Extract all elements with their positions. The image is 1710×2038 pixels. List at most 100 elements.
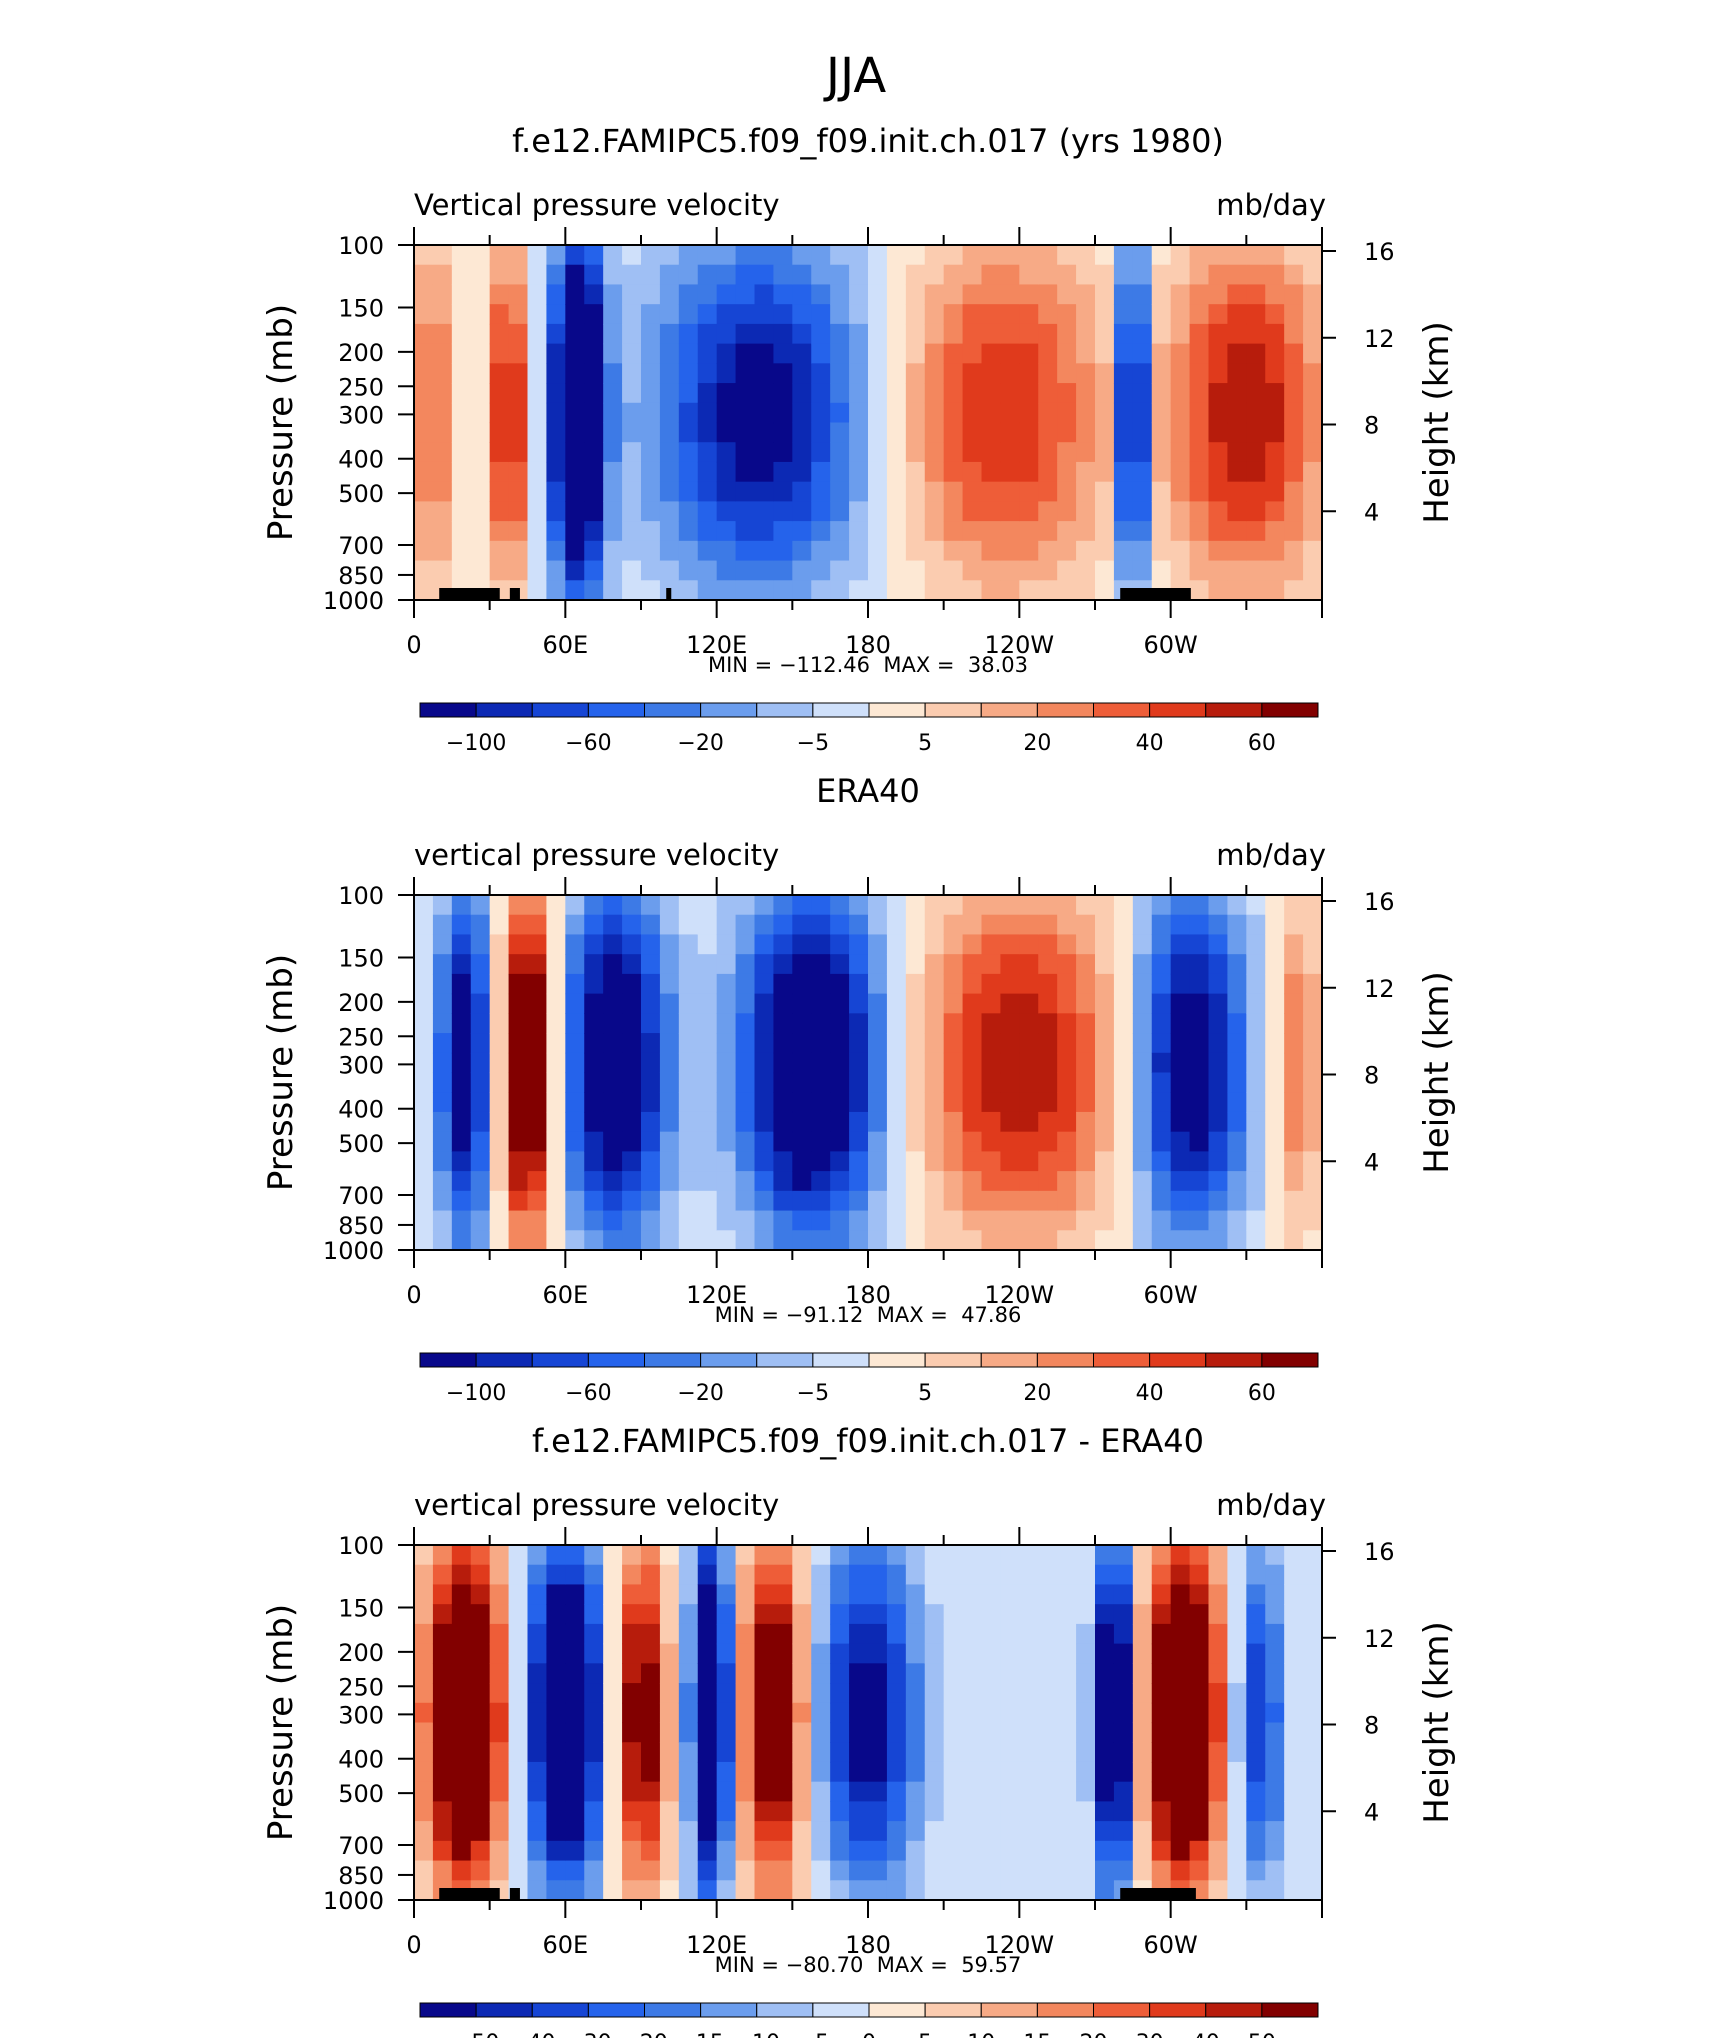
heatmap-cell	[1000, 1151, 1020, 1172]
heatmap-cell	[1057, 580, 1077, 601]
heatmap-cell	[1019, 422, 1039, 443]
heatmap-cell	[527, 1190, 548, 1212]
heatmap-cell	[641, 1230, 661, 1251]
heatmap-cell	[981, 1643, 1002, 1664]
heatmap-cell	[1284, 1801, 1304, 1822]
heatmap-cell	[1019, 245, 1039, 266]
heatmap-cell	[981, 323, 1002, 345]
heatmap-cell	[962, 521, 983, 542]
heatmap-cell	[811, 580, 831, 601]
heatmap-cell	[1132, 461, 1153, 483]
heatmap-cell	[716, 1545, 737, 1566]
heatmap-cell	[451, 1033, 472, 1054]
heatmap-cell	[811, 1171, 831, 1192]
heatmap-cell	[1095, 1643, 1115, 1664]
heatmap-cell	[868, 461, 888, 483]
land-mask	[484, 1888, 500, 1900]
colorbar-swatch	[1149, 1352, 1207, 1368]
heatmap-cell	[641, 284, 661, 305]
heatmap-cell	[716, 343, 737, 364]
heatmap-cell	[716, 1131, 737, 1152]
heatmap-cell	[527, 363, 548, 384]
heatmap-cell	[1076, 1564, 1096, 1586]
right-tick-label: 12	[1364, 1625, 1395, 1653]
heatmap-cell	[508, 560, 529, 581]
heatmap-cell	[905, 1131, 926, 1152]
heatmap-cell	[716, 934, 737, 955]
heatmap-cell	[584, 1111, 604, 1133]
heatmap-cell	[1189, 1013, 1210, 1034]
heatmap-cell	[1019, 1230, 1039, 1251]
heatmap-cell	[868, 1683, 888, 1704]
heatmap-cell	[962, 1742, 983, 1763]
heatmap-cell	[773, 1033, 793, 1054]
heatmap-cell	[1113, 895, 1134, 916]
heatmap-cell	[414, 1171, 434, 1192]
heatmap-cell	[1170, 422, 1191, 443]
heatmap-cell	[924, 1722, 945, 1743]
heatmap-cell	[886, 304, 907, 325]
heatmap-cell	[527, 442, 548, 463]
heatmap-cell	[527, 304, 548, 325]
heatmap-cell	[962, 245, 983, 266]
heatmap-cell	[470, 1840, 491, 1862]
heatmap-cell	[565, 540, 585, 562]
heatmap-cell	[659, 1584, 680, 1605]
heatmap-cell	[773, 914, 793, 936]
heatmap-cell	[716, 422, 737, 443]
heatmap-cell	[527, 1230, 548, 1251]
heatmap-cell	[849, 1033, 869, 1054]
heatmap-cell	[1151, 914, 1172, 936]
heatmap-cell	[1151, 1190, 1172, 1212]
heatmap-cell	[546, 914, 566, 936]
heatmap-cell	[584, 1663, 604, 1684]
heatmap-cell	[886, 1210, 907, 1231]
heatmap-cell	[773, 1131, 793, 1152]
heatmap-cell	[1113, 1092, 1134, 1113]
heatmap-cell	[432, 1052, 453, 1074]
heatmap-cell	[1189, 1683, 1210, 1704]
heatmap-cell	[1265, 481, 1285, 502]
heatmap-cell	[659, 1683, 680, 1704]
heatmap-cell	[1076, 461, 1096, 483]
heatmap-cell	[641, 1033, 661, 1054]
heatmap-cell	[414, 1781, 434, 1802]
heatmap-cell	[1038, 1821, 1058, 1842]
heatmap-cell	[792, 1683, 812, 1704]
heatmap-cell	[527, 284, 548, 305]
heatmap-cell	[924, 304, 945, 325]
heatmap-cell	[1170, 1013, 1191, 1034]
heatmap-cell	[470, 501, 491, 522]
heatmap-cell	[886, 1880, 907, 1901]
heatmap-cell	[659, 1111, 680, 1133]
heatmap-cell	[735, 363, 756, 384]
heatmap-cell	[1151, 1111, 1172, 1133]
heatmap-cell	[830, 1230, 850, 1251]
heatmap-cell	[1227, 1072, 1247, 1093]
heatmap-cell	[1246, 442, 1266, 463]
heatmap-cell	[754, 323, 775, 345]
heatmap-cell	[1113, 1722, 1134, 1743]
heatmap-cell	[1076, 1880, 1096, 1901]
heatmap-cell	[622, 1210, 642, 1231]
heatmap-cell	[697, 442, 718, 463]
heatmap-cell	[773, 323, 793, 345]
heatmap-cell	[1284, 1742, 1304, 1763]
heatmap-cell	[641, 895, 661, 916]
heatmap-cell	[565, 1840, 585, 1862]
heatmap-cell	[603, 521, 623, 542]
heatmap-cell	[1208, 540, 1229, 562]
heatmap-cell	[546, 1013, 566, 1034]
heatmap-cell	[451, 383, 472, 404]
heatmap-cell	[1019, 1545, 1039, 1566]
heatmap-cell	[735, 245, 756, 266]
heatmap-cell	[830, 1663, 850, 1684]
heatmap-cell	[1246, 1663, 1266, 1684]
heatmap-cell	[1151, 1840, 1172, 1862]
heatmap-cell	[1095, 1623, 1115, 1645]
heatmap-cell	[924, 1033, 945, 1054]
heatmap-cell	[1189, 914, 1210, 936]
heatmap-cell	[1246, 1151, 1266, 1172]
heatmap-cell	[1227, 914, 1247, 936]
heatmap-cell	[565, 560, 585, 581]
